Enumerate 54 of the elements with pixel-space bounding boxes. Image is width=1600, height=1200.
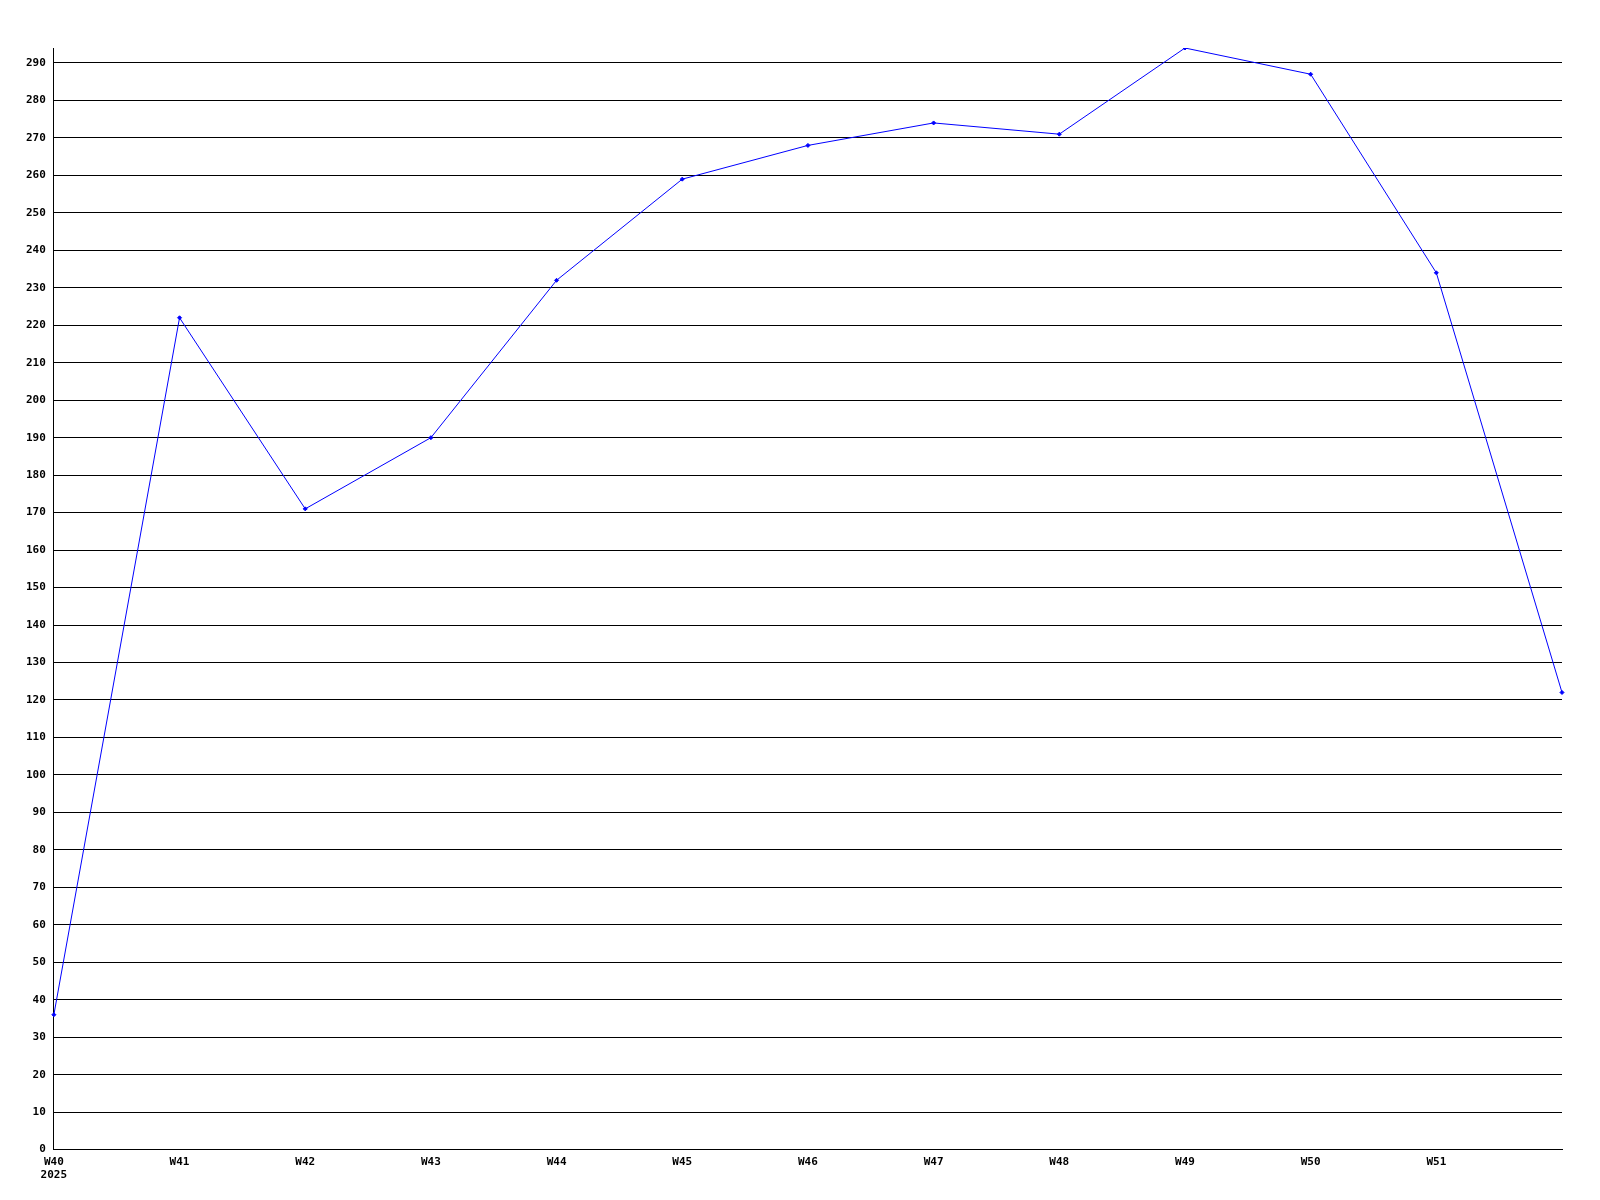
y-tick-label: 10: [32, 1104, 46, 1118]
y-tick-label: 180: [25, 468, 46, 482]
y-tick-label: 120: [25, 692, 46, 706]
x-tick-label: W47: [923, 1155, 944, 1169]
y-tick-label: 130: [25, 655, 46, 669]
y-tick-label: 210: [25, 355, 46, 369]
x-tick-label: W45: [672, 1155, 693, 1169]
x-tick-label: W42: [295, 1155, 316, 1169]
y-tick-label: 60: [32, 917, 46, 931]
point: [1559, 689, 1565, 695]
y-tick-label: 90: [32, 805, 46, 819]
x-tick-label: W50: [1300, 1155, 1321, 1169]
x-tick-label: W40 2025: [40, 1155, 68, 1182]
y-tick-label: 20: [32, 1067, 46, 1081]
y-tick-label: 290: [25, 55, 46, 69]
y-tick-label: 280: [25, 93, 46, 107]
y-tick-label: 50: [32, 955, 46, 969]
y-tick-label: 250: [25, 205, 46, 219]
y-tick-label: 0: [39, 1142, 46, 1156]
x-tick-label: W43: [420, 1155, 441, 1169]
y-tick-label: 170: [25, 505, 46, 519]
point: [51, 1012, 57, 1018]
y-tick-label: 160: [25, 542, 46, 556]
x-tick-label: W51: [1426, 1155, 1447, 1169]
x-tick-label: W44: [546, 1155, 567, 1169]
y-tick-label: 70: [32, 880, 46, 894]
y-tick-label: 200: [25, 393, 46, 407]
point: [1056, 131, 1062, 137]
y-tick-label: 230: [25, 280, 46, 294]
point: [177, 315, 183, 321]
point: [554, 277, 560, 283]
point: [1308, 71, 1314, 77]
point: [428, 435, 434, 441]
y-tick-label: 270: [25, 130, 46, 144]
y-tick-label: 260: [25, 168, 46, 182]
x-tick-label: W49: [1175, 1155, 1195, 1169]
point: [679, 176, 685, 182]
y-tick-label: 30: [32, 1030, 46, 1044]
x-tick-label: W46: [798, 1155, 819, 1169]
point: [931, 120, 937, 126]
y-tick-label: 220: [25, 318, 46, 332]
point: [1433, 270, 1439, 276]
y-tick-label: 150: [25, 580, 46, 594]
y-tick-label: 190: [25, 430, 46, 444]
y-tick-label: 140: [25, 617, 46, 631]
point: [302, 506, 308, 512]
y-tick-label: 100: [25, 767, 46, 781]
x-tick-label: W48: [1049, 1155, 1070, 1169]
y-tick-label: 240: [25, 243, 46, 257]
x-tick-label: W41: [169, 1155, 190, 1169]
y-tick-label: 40: [32, 992, 46, 1006]
point: [805, 142, 811, 148]
y-tick-label: 80: [32, 842, 46, 856]
y-tick-label: 110: [25, 730, 46, 744]
